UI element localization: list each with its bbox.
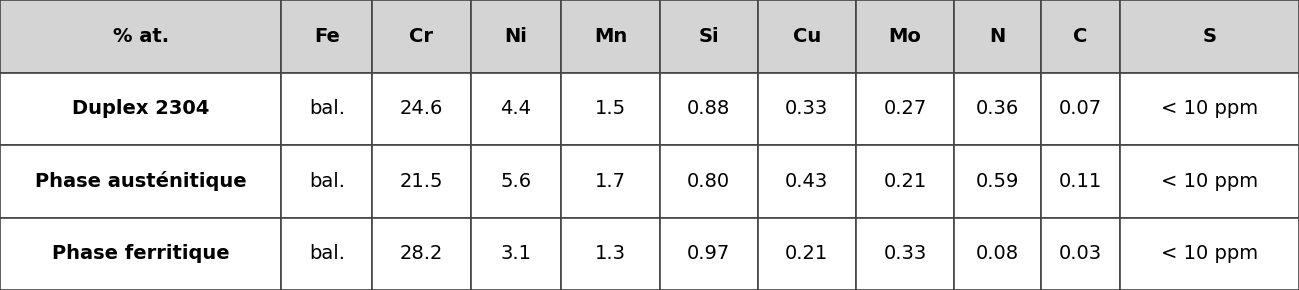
Text: N: N xyxy=(990,27,1005,46)
Bar xyxy=(1040,72,1120,145)
Bar xyxy=(660,0,757,72)
Text: 0.33: 0.33 xyxy=(785,99,829,118)
Text: Cr: Cr xyxy=(409,27,434,46)
Bar xyxy=(373,145,470,218)
Bar xyxy=(953,145,1040,218)
Bar xyxy=(0,218,282,290)
Bar xyxy=(856,145,953,218)
Bar xyxy=(757,218,856,290)
Bar xyxy=(757,145,856,218)
Bar xyxy=(561,72,660,145)
Text: 0.43: 0.43 xyxy=(785,172,829,191)
Text: 0.88: 0.88 xyxy=(687,99,730,118)
Bar xyxy=(282,72,373,145)
Text: bal.: bal. xyxy=(309,99,346,118)
Bar xyxy=(1120,218,1299,290)
Text: Ni: Ni xyxy=(504,27,527,46)
Bar xyxy=(373,0,470,72)
Bar xyxy=(953,72,1040,145)
Text: Cu: Cu xyxy=(792,27,821,46)
Bar xyxy=(1040,0,1120,72)
Text: 1.7: 1.7 xyxy=(595,172,626,191)
Bar xyxy=(1040,218,1120,290)
Bar xyxy=(470,218,561,290)
Bar xyxy=(373,218,470,290)
Text: C: C xyxy=(1073,27,1087,46)
Bar xyxy=(470,0,561,72)
Bar xyxy=(660,72,757,145)
Bar xyxy=(561,145,660,218)
Text: 24.6: 24.6 xyxy=(400,99,443,118)
Text: 0.27: 0.27 xyxy=(883,99,926,118)
Bar xyxy=(856,218,953,290)
Bar xyxy=(282,145,373,218)
Text: < 10 ppm: < 10 ppm xyxy=(1161,244,1257,263)
Text: Mo: Mo xyxy=(889,27,921,46)
Text: Duplex 2304: Duplex 2304 xyxy=(71,99,209,118)
Bar xyxy=(561,0,660,72)
Text: Fe: Fe xyxy=(314,27,340,46)
Text: 4.4: 4.4 xyxy=(500,99,531,118)
Text: Phase austénitique: Phase austénitique xyxy=(35,171,247,191)
Bar xyxy=(856,0,953,72)
Text: 3.1: 3.1 xyxy=(500,244,531,263)
Bar xyxy=(1120,72,1299,145)
Bar xyxy=(0,0,282,72)
Bar xyxy=(561,218,660,290)
Text: 0.33: 0.33 xyxy=(883,244,926,263)
Text: Si: Si xyxy=(699,27,718,46)
Bar xyxy=(660,218,757,290)
Text: 21.5: 21.5 xyxy=(400,172,443,191)
Text: 0.21: 0.21 xyxy=(785,244,829,263)
Text: Mn: Mn xyxy=(594,27,627,46)
Text: 1.5: 1.5 xyxy=(595,99,626,118)
Bar xyxy=(757,0,856,72)
Text: 0.59: 0.59 xyxy=(976,172,1018,191)
Bar xyxy=(0,72,282,145)
Text: 0.97: 0.97 xyxy=(687,244,730,263)
Bar xyxy=(1120,0,1299,72)
Bar xyxy=(953,218,1040,290)
Text: 0.21: 0.21 xyxy=(883,172,926,191)
Bar xyxy=(470,72,561,145)
Text: 1.3: 1.3 xyxy=(595,244,626,263)
Bar xyxy=(373,72,470,145)
Text: % at.: % at. xyxy=(113,27,169,46)
Bar xyxy=(1120,145,1299,218)
Text: < 10 ppm: < 10 ppm xyxy=(1161,99,1257,118)
Text: bal.: bal. xyxy=(309,244,346,263)
Text: < 10 ppm: < 10 ppm xyxy=(1161,172,1257,191)
Text: 0.11: 0.11 xyxy=(1059,172,1102,191)
Text: 0.08: 0.08 xyxy=(976,244,1018,263)
Text: 0.07: 0.07 xyxy=(1059,99,1102,118)
Bar xyxy=(0,145,282,218)
Bar xyxy=(660,145,757,218)
Bar xyxy=(953,0,1040,72)
Text: 0.03: 0.03 xyxy=(1059,244,1102,263)
Text: 28.2: 28.2 xyxy=(400,244,443,263)
Bar xyxy=(470,145,561,218)
Bar xyxy=(282,218,373,290)
Text: S: S xyxy=(1203,27,1216,46)
Bar xyxy=(282,0,373,72)
Bar xyxy=(1040,145,1120,218)
Text: 5.6: 5.6 xyxy=(500,172,531,191)
Text: 0.36: 0.36 xyxy=(976,99,1018,118)
Bar xyxy=(856,72,953,145)
Bar xyxy=(757,72,856,145)
Text: bal.: bal. xyxy=(309,172,346,191)
Text: Phase ferritique: Phase ferritique xyxy=(52,244,230,263)
Text: 0.80: 0.80 xyxy=(687,172,730,191)
